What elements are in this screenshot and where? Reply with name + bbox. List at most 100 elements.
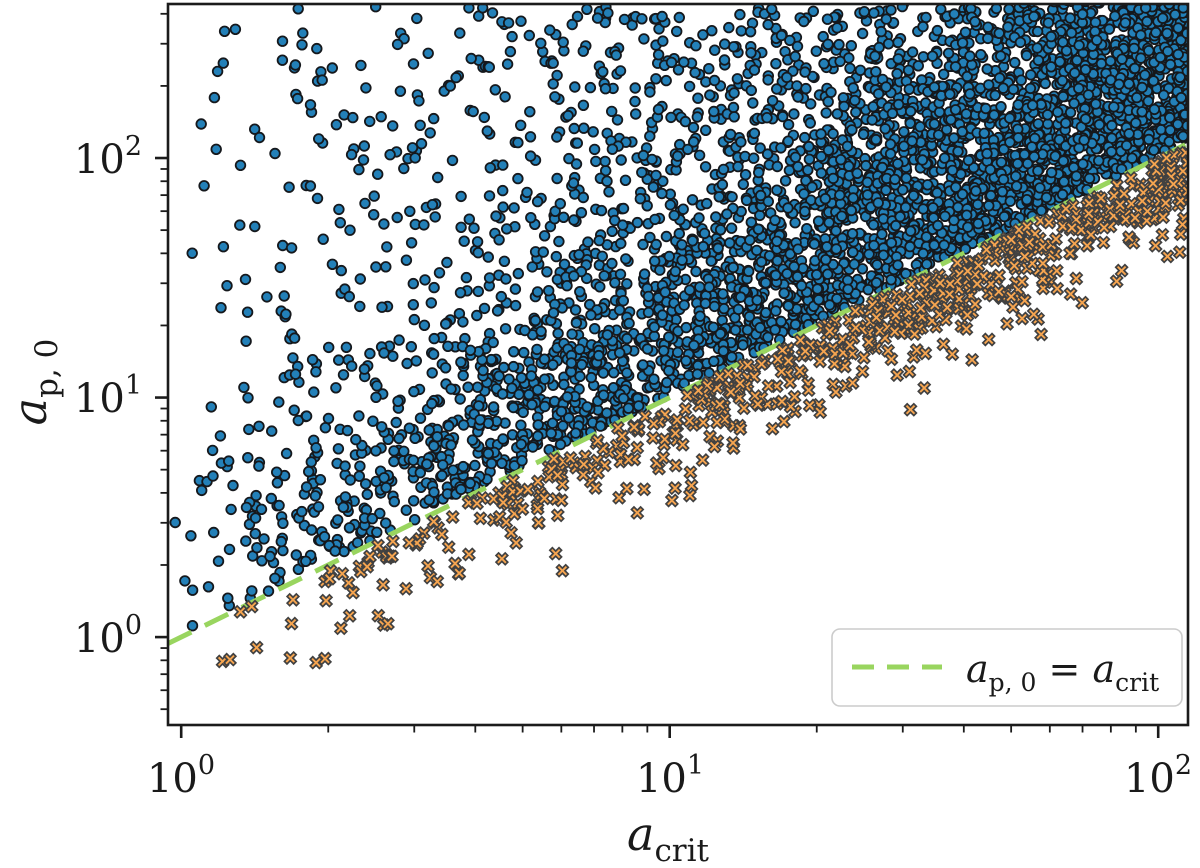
data-point-circle	[849, 94, 861, 107]
data-point-circle	[617, 392, 630, 405]
data-point-circle	[455, 221, 467, 234]
data-point-circle	[805, 98, 817, 110]
data-point-circle	[353, 163, 365, 176]
data-point-circle	[515, 15, 527, 27]
data-point-circle	[253, 131, 266, 144]
data-point-circle	[997, 82, 1010, 94]
data-point-circle	[870, 277, 883, 289]
data-point-circle	[408, 313, 421, 326]
data-point-circle	[892, 98, 905, 111]
data-point-circle	[610, 49, 622, 61]
data-point-circle	[558, 378, 570, 391]
data-point-circle	[621, 278, 633, 290]
data-point-circle	[552, 327, 564, 340]
data-point-circle	[680, 321, 692, 334]
data-point-circle	[596, 250, 609, 262]
data-point-circle	[727, 261, 739, 274]
data-point-circle	[531, 343, 543, 356]
data-point-circle	[391, 211, 403, 224]
data-point-circle	[710, 211, 722, 223]
data-point-circle	[843, 160, 855, 172]
data-point-circle	[269, 147, 281, 160]
data-point-circle	[501, 223, 513, 235]
series-circles	[169, 4, 1188, 632]
y-tick-label-1: 100	[74, 610, 142, 662]
data-point-circle	[332, 443, 345, 455]
data-point-circle	[304, 99, 317, 111]
data-point-circle	[485, 457, 498, 470]
data-point-circle	[606, 257, 618, 270]
data-point-circle	[322, 412, 335, 425]
data-point-circle	[842, 283, 854, 296]
data-point-circle	[601, 407, 613, 419]
data-point-circle	[545, 427, 557, 440]
data-point-circle	[581, 401, 593, 413]
data-point-circle	[857, 128, 870, 141]
data-point-circle	[754, 322, 766, 334]
data-point-circle	[820, 254, 832, 266]
data-point-circle	[437, 459, 449, 471]
data-point-circle	[384, 148, 396, 161]
data-point-circle	[598, 270, 610, 282]
data-point-circle	[862, 284, 874, 296]
data-point-circle	[823, 216, 835, 229]
x-axis-label: acrit	[627, 807, 710, 868]
data-point-circle	[982, 32, 994, 45]
data-point-circle	[927, 202, 939, 214]
data-point-circle	[507, 401, 520, 414]
data-point-circle	[677, 203, 689, 215]
data-point-circle	[988, 109, 1000, 121]
data-point-circle	[292, 4, 304, 15]
data-point-circle	[892, 158, 904, 170]
data-point-circle	[949, 61, 962, 73]
data-point-circle	[846, 124, 858, 136]
data-point-circle	[317, 233, 329, 245]
data-point-circle	[481, 125, 494, 137]
data-point-circle	[425, 297, 438, 309]
data-point-circle	[1015, 74, 1027, 86]
data-point-circle	[606, 105, 618, 118]
data-point-circle	[1032, 54, 1045, 67]
data-point-circle	[638, 268, 651, 280]
data-point-circle	[811, 269, 823, 281]
data-point-circle	[524, 131, 537, 143]
data-point-circle	[353, 470, 366, 482]
data-point-circle	[464, 477, 476, 490]
data-point-circle	[531, 286, 544, 298]
data-point-circle	[261, 291, 273, 303]
data-point-circle	[1032, 118, 1045, 130]
data-point-cross	[531, 515, 546, 530]
data-point-circle	[1057, 90, 1069, 103]
data-point-circle	[962, 221, 974, 233]
data-point-circle	[525, 211, 537, 224]
data-point-circle	[179, 575, 191, 587]
data-point-circle	[186, 620, 199, 632]
data-point-circle	[649, 255, 661, 267]
data-point-circle	[311, 42, 323, 55]
data-point-circle	[886, 107, 899, 120]
data-point-circle	[665, 111, 677, 124]
data-point-circle	[890, 219, 902, 232]
data-point-circle	[704, 89, 716, 101]
data-point-circle	[1135, 29, 1147, 41]
data-point-circle	[673, 11, 686, 24]
data-point-circle	[508, 202, 520, 214]
data-point-circle	[423, 424, 435, 436]
data-point-circle	[703, 62, 715, 75]
data-point-circle	[343, 522, 356, 534]
data-point-circle	[845, 204, 858, 217]
data-point-circle	[484, 162, 497, 174]
data-point-circle	[870, 133, 882, 146]
data-point-circle	[719, 38, 731, 50]
data-point-circle	[792, 160, 804, 173]
data-point-circle	[644, 231, 656, 244]
data-point-circle	[278, 290, 290, 302]
data-point-circle	[617, 219, 629, 231]
y-tick-label-100: 102	[74, 131, 142, 183]
data-point-circle	[471, 236, 484, 248]
data-point-circle	[658, 345, 670, 357]
data-point-circle	[565, 357, 578, 369]
data-point-circle	[693, 149, 706, 162]
data-point-circle	[948, 132, 960, 144]
data-point-circle	[678, 56, 690, 68]
